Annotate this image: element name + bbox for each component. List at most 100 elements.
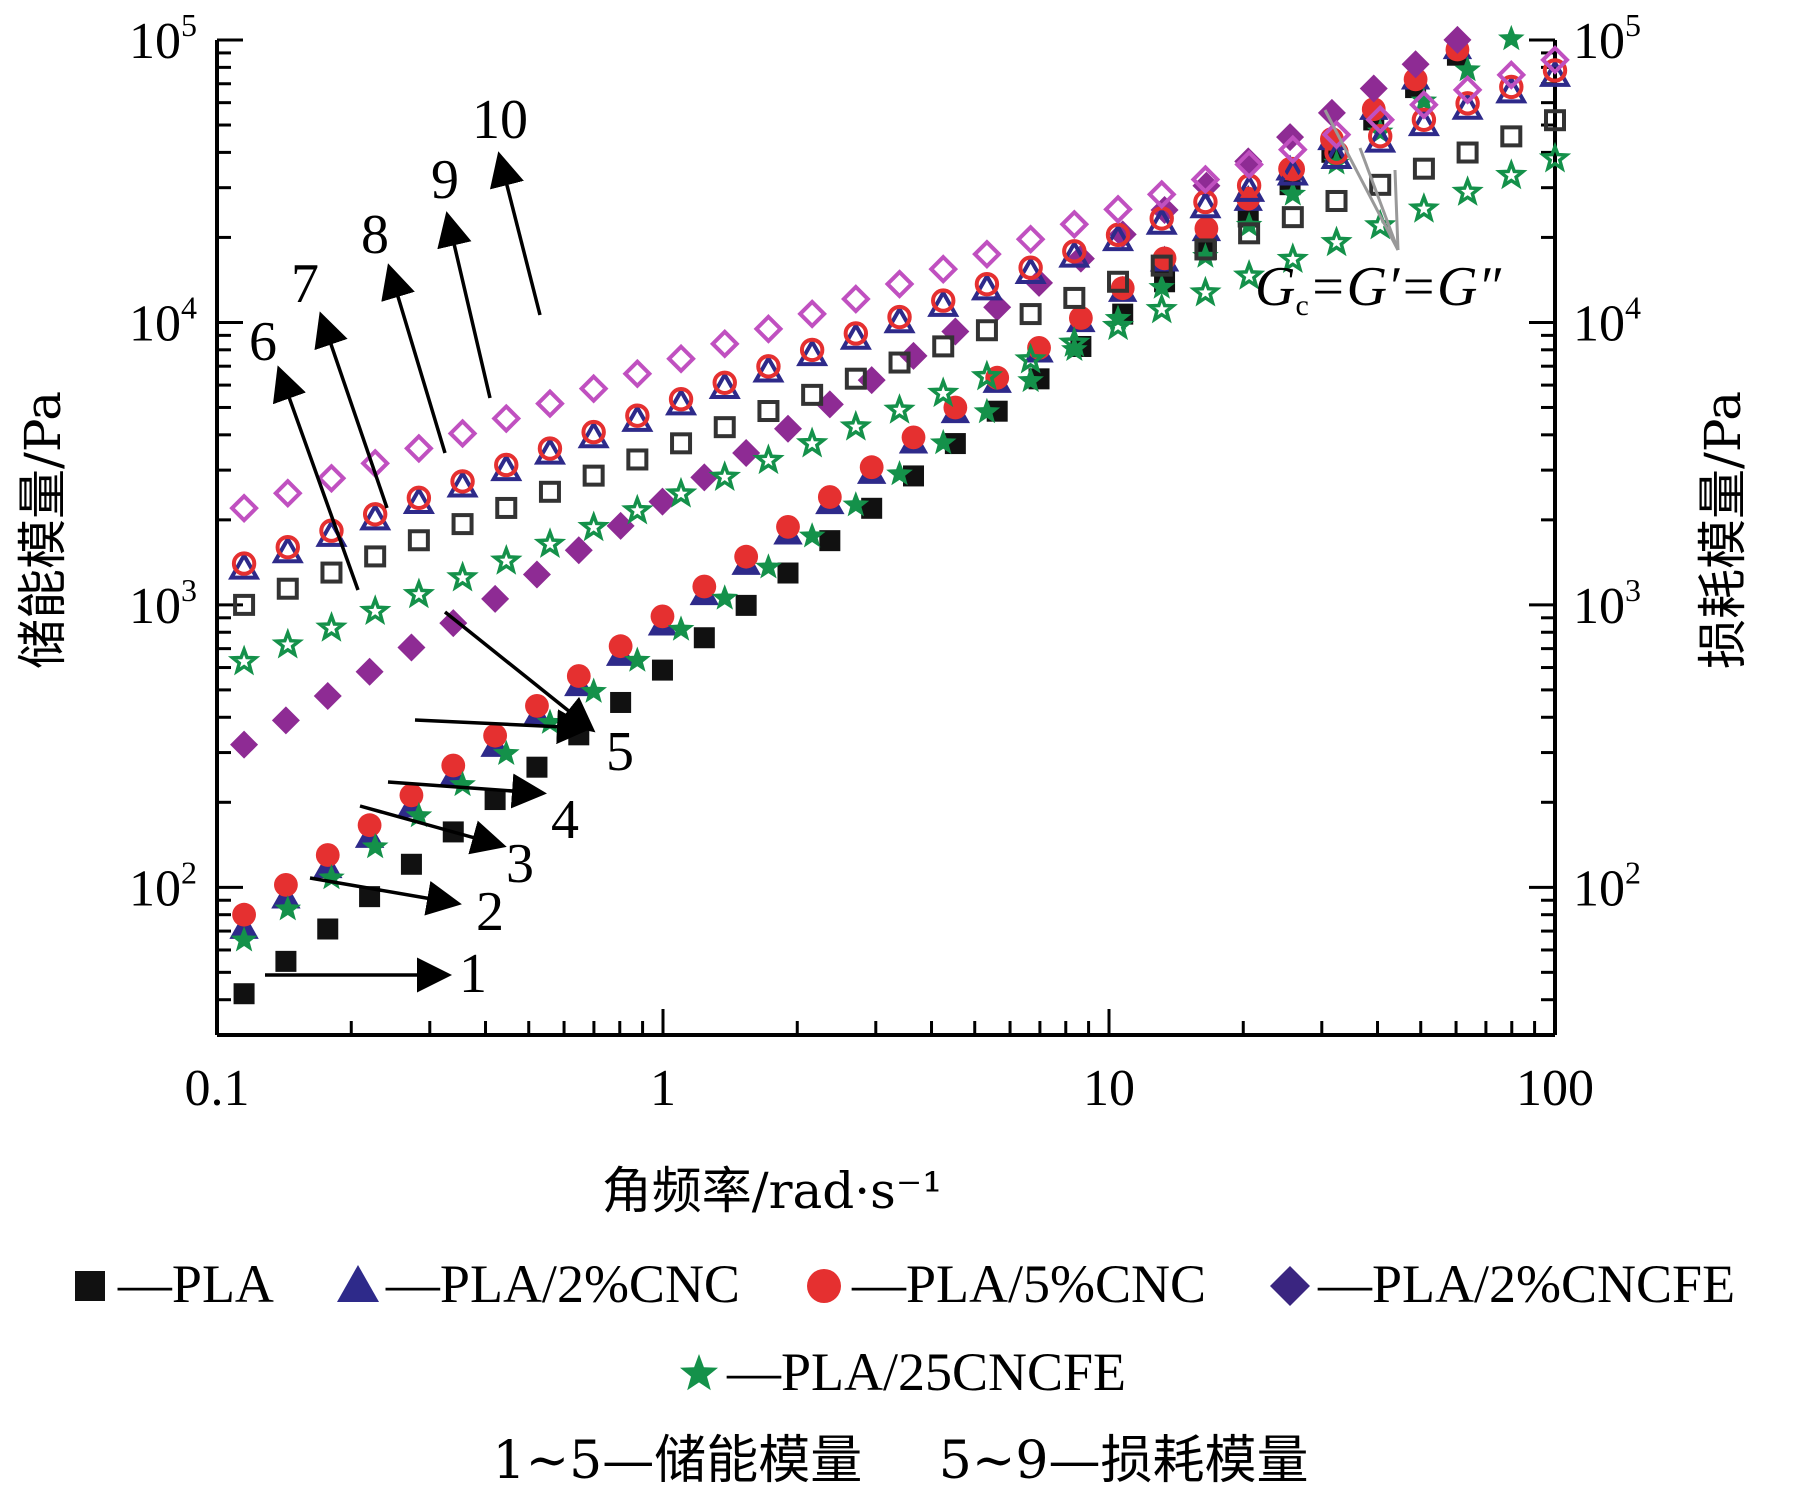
data-point bbox=[1062, 239, 1087, 264]
data-point bbox=[1232, 258, 1266, 290]
data-point bbox=[755, 553, 782, 579]
data-point bbox=[578, 373, 609, 404]
data-point bbox=[1407, 107, 1440, 137]
data-point bbox=[1411, 107, 1437, 132]
y-tick-exponent: 4 bbox=[181, 289, 197, 325]
data-point bbox=[447, 418, 478, 449]
data-point bbox=[1014, 255, 1047, 284]
data-point bbox=[1325, 189, 1348, 212]
curve-label-3: 3 bbox=[506, 833, 534, 895]
data-point bbox=[274, 895, 302, 921]
data-point bbox=[271, 534, 304, 564]
crossover-g: G bbox=[1255, 256, 1295, 318]
data-point bbox=[1538, 141, 1572, 173]
data-point bbox=[1410, 87, 1438, 113]
curve-label-1: 1 bbox=[459, 943, 487, 1005]
data-point bbox=[941, 317, 970, 346]
legend-marker-icon bbox=[74, 1271, 105, 1301]
data-point bbox=[756, 354, 781, 379]
data-point bbox=[533, 527, 567, 558]
data-point bbox=[666, 343, 696, 374]
data-point bbox=[1451, 91, 1484, 120]
data-point bbox=[275, 950, 297, 972]
data-point bbox=[400, 853, 422, 875]
curve-label-8: 8 bbox=[361, 204, 389, 266]
x-axis-title: 角频率/rad·s⁻¹ bbox=[602, 1162, 943, 1220]
y-tick-label-right: 105 bbox=[1573, 7, 1641, 70]
data-point bbox=[1145, 292, 1178, 324]
data-point bbox=[451, 513, 474, 536]
data-point bbox=[970, 359, 1003, 391]
data-point bbox=[859, 455, 884, 480]
data-point bbox=[1059, 209, 1090, 240]
data-point bbox=[1495, 75, 1528, 104]
data-point bbox=[1364, 124, 1397, 153]
data-point bbox=[817, 485, 842, 509]
data-point bbox=[606, 511, 635, 540]
data-point bbox=[228, 551, 261, 580]
y-tick-exponent: 5 bbox=[181, 7, 197, 43]
curve-label-4: 4 bbox=[551, 789, 579, 851]
data-point bbox=[229, 493, 259, 523]
data-point bbox=[1194, 216, 1219, 241]
data-point bbox=[1542, 58, 1568, 83]
data-point bbox=[777, 562, 799, 584]
data-point bbox=[402, 485, 435, 514]
data-point bbox=[797, 299, 827, 329]
data-point bbox=[888, 351, 911, 374]
data-point bbox=[928, 254, 959, 284]
data-point bbox=[495, 496, 518, 519]
y-tick-label-left: 103 bbox=[129, 572, 197, 635]
legend-row-1: —PLA —PLA/2%CNC —PLA/5%CNC —PLA/2%CNCFE bbox=[0, 1240, 1801, 1328]
data-point bbox=[1194, 238, 1217, 261]
data-point bbox=[648, 487, 677, 516]
y-tick-exponent: 5 bbox=[1625, 7, 1641, 43]
pointer-arrow bbox=[272, 365, 360, 591]
pointer-arrow bbox=[314, 311, 389, 509]
y-axis-title-left: 储能模量/Pa bbox=[14, 391, 72, 669]
crossover-pointer-line bbox=[1393, 169, 1400, 251]
data-point bbox=[320, 561, 343, 584]
data-point bbox=[399, 783, 424, 808]
data-point bbox=[359, 594, 392, 626]
chart-axes bbox=[215, 40, 1557, 1037]
data-point bbox=[668, 387, 694, 412]
y-tick-exponent: 2 bbox=[1625, 854, 1641, 890]
data-point bbox=[1320, 225, 1353, 257]
data-point bbox=[690, 463, 719, 492]
legend-label: —PLA/5%CNC bbox=[851, 1254, 1207, 1314]
data-point bbox=[621, 403, 654, 432]
x-tick-label: 100 bbox=[1516, 1060, 1594, 1117]
data-point bbox=[397, 633, 426, 662]
legend-marker-icon bbox=[1270, 1266, 1311, 1306]
curve-label-6: 6 bbox=[249, 311, 277, 373]
data-point bbox=[734, 544, 759, 569]
data-point bbox=[1103, 194, 1133, 225]
data-point bbox=[491, 403, 522, 434]
data-point bbox=[1496, 60, 1527, 90]
data-point bbox=[231, 551, 257, 576]
data-point bbox=[932, 335, 955, 358]
data-point bbox=[776, 514, 800, 539]
data-point bbox=[271, 706, 300, 735]
legend-marker-icon bbox=[336, 1265, 379, 1302]
data-point bbox=[1276, 242, 1309, 274]
data-point bbox=[402, 577, 436, 609]
data-point bbox=[1407, 192, 1441, 223]
crossover-pointer-line bbox=[1358, 147, 1400, 251]
data-point bbox=[275, 534, 300, 560]
data-point bbox=[861, 497, 883, 519]
data-point bbox=[537, 436, 563, 461]
data-point bbox=[1538, 58, 1572, 87]
data-point bbox=[1359, 74, 1388, 103]
data-point bbox=[580, 677, 607, 703]
data-point bbox=[1279, 180, 1307, 206]
data-point bbox=[535, 388, 565, 419]
data-point bbox=[608, 634, 633, 659]
data-point bbox=[842, 491, 870, 517]
legend-item: —PLA/25CNCFE bbox=[675, 1341, 1126, 1403]
data-point bbox=[1409, 89, 1439, 120]
data-point bbox=[886, 460, 913, 486]
data-point bbox=[315, 610, 348, 642]
